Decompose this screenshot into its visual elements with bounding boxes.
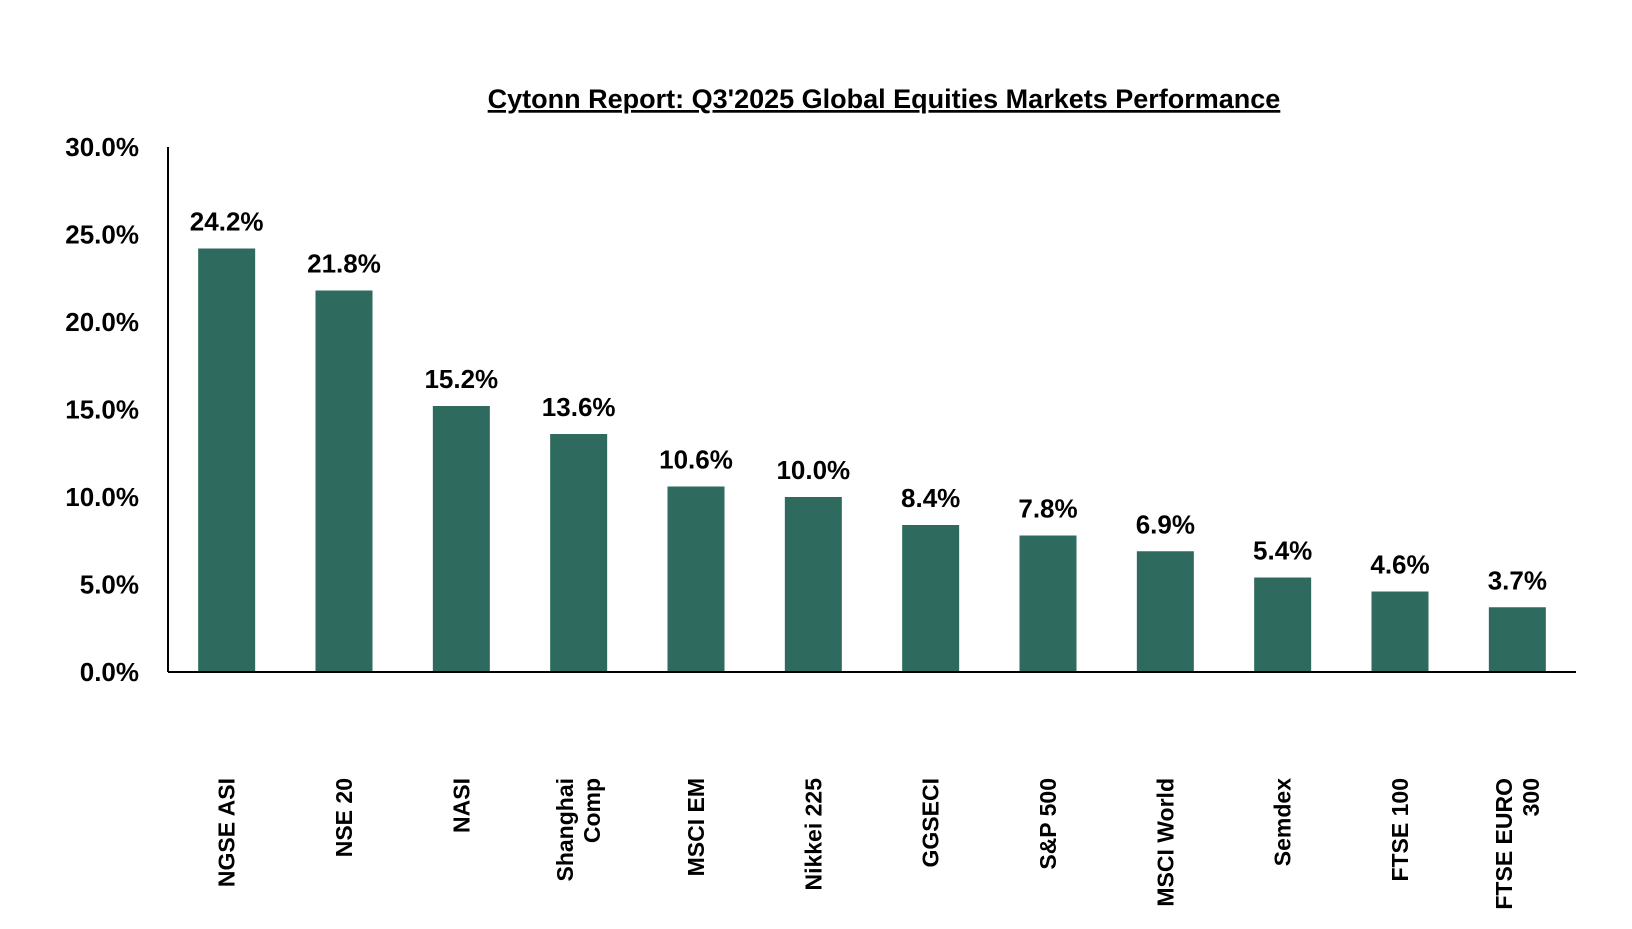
x-tick-label-line: NASI xyxy=(448,778,474,833)
y-tick-label: 15.0% xyxy=(65,395,139,425)
x-tick-label: GGSECI xyxy=(918,778,944,867)
x-tick-label-line: 300 xyxy=(1518,778,1544,816)
x-tick-label: NASI xyxy=(448,778,474,833)
bar xyxy=(667,486,725,672)
bar xyxy=(902,525,960,672)
data-label: 21.8% xyxy=(307,249,381,279)
x-tick-label-line: NGSE ASI xyxy=(214,778,240,887)
data-label: 24.2% xyxy=(190,207,264,237)
bar xyxy=(784,497,842,672)
bar xyxy=(1136,551,1194,672)
x-tick-label: MSCI EM xyxy=(683,778,709,876)
data-label: 3.7% xyxy=(1488,565,1547,595)
data-labels: 24.2% 21.8% 15.2% 13.6% 10.6% 10.0% 8.4% 7.8% 6.… xyxy=(190,207,1547,596)
bar xyxy=(198,248,256,672)
x-tick-label-line: FTSE EURO xyxy=(1491,778,1517,910)
data-label: 4.6% xyxy=(1370,550,1429,580)
x-tick-label: NGSE ASI xyxy=(214,778,240,887)
y-tick-label: 25.0% xyxy=(65,220,139,250)
bar xyxy=(1371,591,1429,672)
x-tick-label: S&P 500 xyxy=(1035,778,1061,870)
y-tick-label: 5.0% xyxy=(80,570,139,600)
x-tick-label-line: S&P 500 xyxy=(1035,778,1061,870)
data-label: 13.6% xyxy=(542,392,616,422)
x-tick-label: MSCI World xyxy=(1152,778,1178,907)
data-label: 8.4% xyxy=(901,483,960,513)
chart-title: Cytonn Report: Q3'2025 Global Equities M… xyxy=(488,84,1281,114)
x-tick-label-line: Shanghai xyxy=(552,778,578,882)
x-tick-label-line: MSCI EM xyxy=(683,778,709,876)
x-tick-label: NSE 20 xyxy=(331,778,357,857)
data-label: 7.8% xyxy=(1018,494,1077,524)
y-axis-ticks: 0.0% 5.0% 10.0% 15.0% 20.0% 25.0% 30.0% xyxy=(65,132,139,687)
x-tick-label: FTSE 100 xyxy=(1387,778,1413,882)
data-label: 6.9% xyxy=(1136,509,1195,539)
data-label: 10.6% xyxy=(659,445,733,475)
data-label: 15.2% xyxy=(424,364,498,394)
data-label: 10.0% xyxy=(776,455,850,485)
x-tick-label-line: Semdex xyxy=(1270,778,1296,866)
x-tick-label: Nikkei 225 xyxy=(800,778,826,891)
data-label: 5.4% xyxy=(1253,536,1312,566)
x-tick-label: Shanghai Comp xyxy=(552,778,605,882)
x-tick-label: FTSE EURO 300 xyxy=(1491,778,1544,910)
bar xyxy=(1488,607,1546,672)
y-tick-label: 30.0% xyxy=(65,132,139,162)
x-tick-label-line: FTSE 100 xyxy=(1387,778,1413,882)
x-tick-label-line: NSE 20 xyxy=(331,778,357,857)
x-tick-label: Semdex xyxy=(1270,778,1296,866)
x-tick-label-line: Nikkei 225 xyxy=(800,778,826,891)
x-axis-ticks: NGSE ASI NSE 20 NASI Shanghai Comp MSCI EM Nik… xyxy=(214,778,1544,910)
bar xyxy=(1019,535,1077,672)
bar xyxy=(315,290,373,672)
y-tick-label: 0.0% xyxy=(80,657,139,687)
bar xyxy=(550,434,608,672)
x-tick-label-line: Comp xyxy=(579,778,605,843)
y-tick-label: 20.0% xyxy=(65,307,139,337)
bar xyxy=(1254,577,1312,672)
bars xyxy=(198,248,1546,672)
y-tick-label: 10.0% xyxy=(65,482,139,512)
bar xyxy=(432,406,490,672)
x-tick-label-line: MSCI World xyxy=(1152,778,1178,907)
x-tick-label-line: GGSECI xyxy=(918,778,944,867)
